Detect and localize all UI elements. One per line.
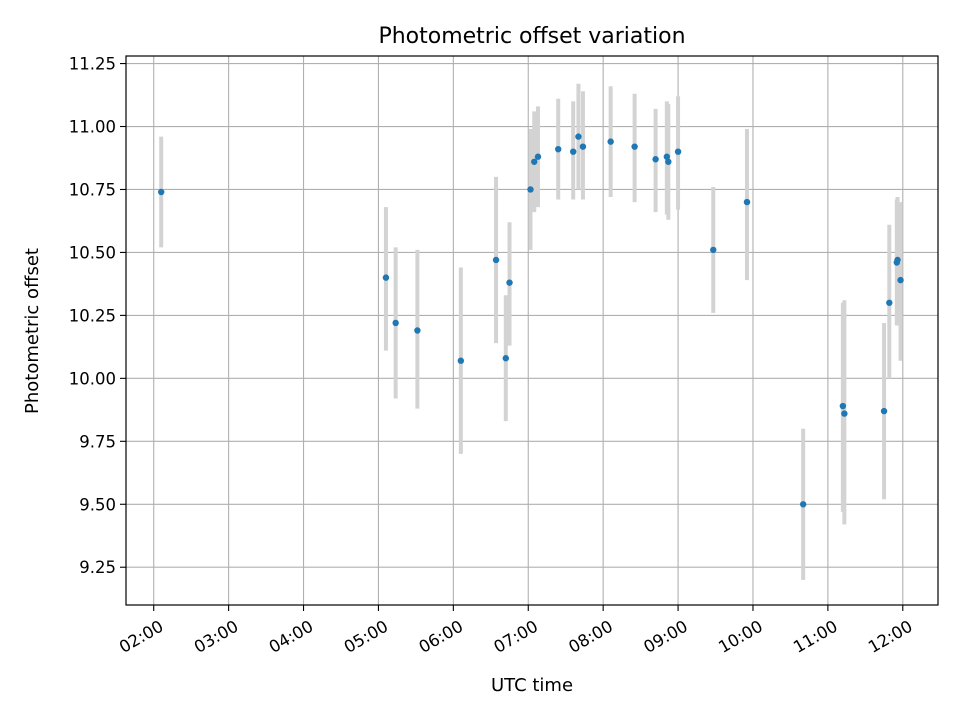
chart-title: Photometric offset variation	[378, 24, 685, 49]
y-axis-ticks: 9.25 9.50 9.75 10.00 10.25 10.50 10.75 11.00 11.…	[69, 55, 126, 577]
y-tick-label: 10.25	[69, 306, 116, 325]
data-point	[457, 357, 465, 364]
data-point	[382, 274, 390, 281]
x-axis-label: UTC time	[491, 675, 573, 696]
data-point	[607, 138, 614, 145]
data-point	[674, 148, 682, 155]
y-tick-label: 9.50	[79, 495, 116, 514]
y-tick-label: 11.25	[69, 55, 116, 74]
y-tick-label: 10.00	[69, 369, 116, 388]
data-point	[527, 186, 534, 193]
plot-frame	[125, 55, 939, 606]
data-point	[886, 299, 893, 306]
data-point	[492, 256, 500, 264]
y-axis-label: Photometric offset	[22, 248, 43, 414]
grid-lines	[126, 56, 938, 605]
data-point	[502, 355, 509, 362]
data-point	[555, 145, 562, 153]
data-point	[392, 319, 399, 327]
data-point	[569, 148, 577, 155]
data-point	[575, 133, 582, 140]
data-point	[799, 501, 807, 508]
y-tick-label: 11.00	[69, 118, 116, 137]
data-point	[663, 153, 671, 160]
data-point	[665, 158, 672, 165]
data-point	[652, 156, 659, 163]
y-tick-label: 9.75	[79, 432, 116, 451]
data-point	[743, 198, 751, 206]
data-point	[880, 407, 888, 415]
data-point	[534, 153, 542, 160]
y-tick-label: 9.25	[79, 558, 116, 577]
data-point	[579, 143, 587, 150]
data-point	[894, 256, 901, 264]
data-point	[414, 327, 421, 334]
data-point	[710, 246, 717, 254]
data-point	[631, 143, 638, 150]
y-tick-label: 10.75	[69, 180, 116, 199]
data-point	[841, 410, 848, 417]
y-tick-label: 10.50	[69, 243, 116, 262]
data-point	[158, 188, 165, 196]
data-point	[897, 276, 904, 284]
data-point	[506, 279, 513, 286]
data-points	[158, 133, 904, 508]
data-point	[531, 158, 538, 165]
data-point	[839, 402, 847, 410]
